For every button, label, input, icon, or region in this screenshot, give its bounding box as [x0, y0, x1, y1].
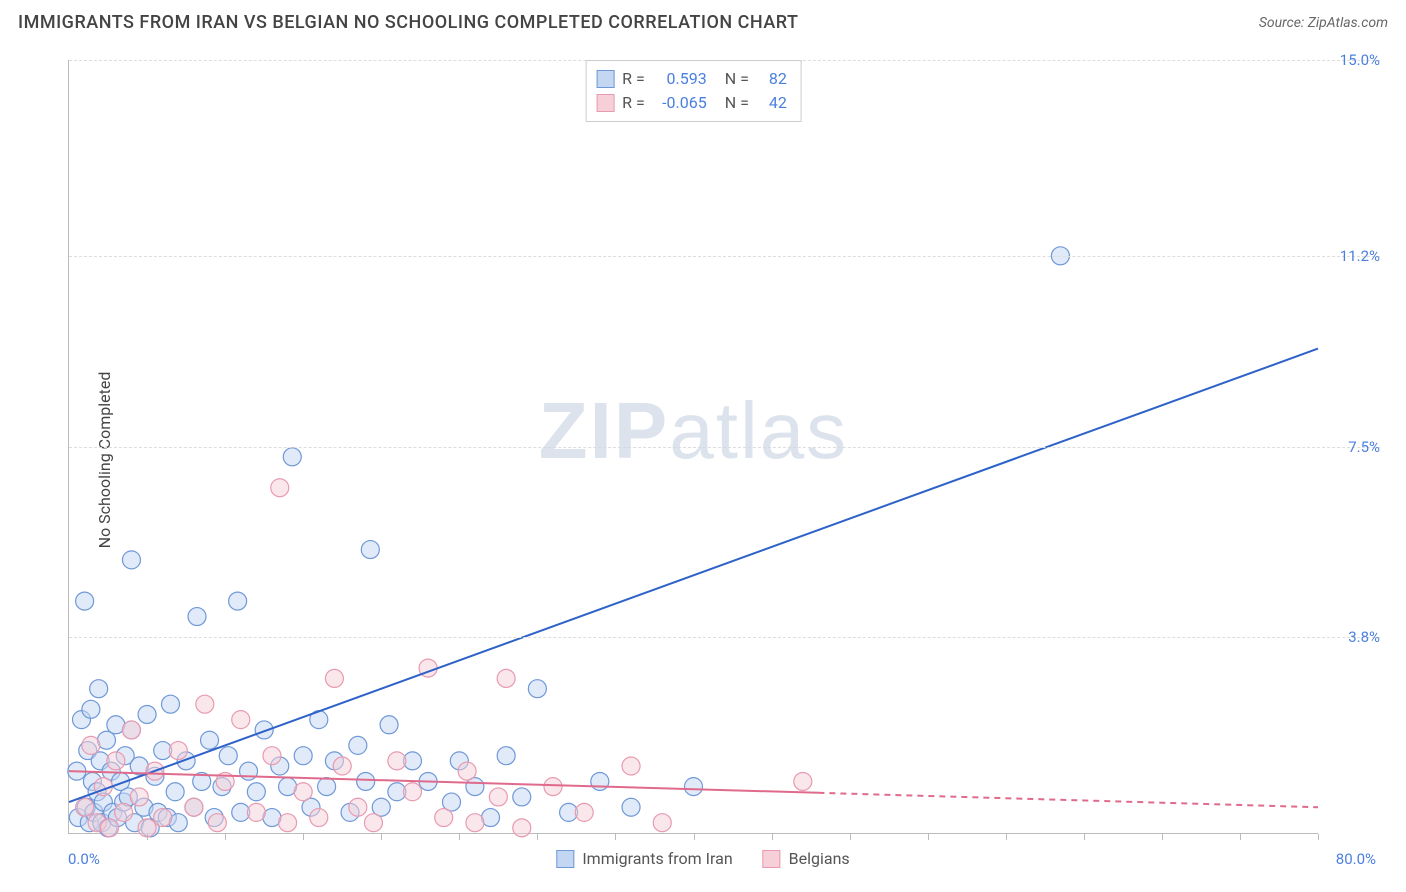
legend-swatch	[596, 94, 614, 112]
series-legend-item: Immigrants from Iran	[556, 849, 732, 868]
chart-header: IMMIGRANTS FROM IRAN VS BELGIAN NO SCHOO…	[0, 0, 1406, 41]
x-max-label: 80.0%	[1336, 850, 1376, 868]
source-name: ZipAtlas.com	[1308, 15, 1388, 31]
source-prefix: Source:	[1259, 15, 1308, 31]
grid-line	[69, 637, 1380, 638]
series-legend-item: Belgians	[763, 849, 850, 868]
trend-line-dashed	[818, 793, 1318, 807]
y-tick-label: 15.0%	[1324, 51, 1380, 69]
legend-swatch	[596, 70, 614, 88]
x-tick	[537, 834, 538, 840]
x-tick	[1006, 834, 1007, 840]
x-tick	[850, 834, 851, 840]
trend-line	[69, 771, 818, 793]
r-label: R =	[622, 91, 645, 115]
n-value: 82	[757, 67, 787, 91]
x-tick	[1084, 834, 1085, 840]
x-tick	[772, 834, 773, 840]
x-tick	[1240, 834, 1241, 840]
chart-area: No Schooling Completed ZIPatlas R =0.593…	[18, 46, 1388, 874]
grid-line	[69, 447, 1380, 448]
x-tick	[928, 834, 929, 840]
stat-legend-row: R = -0.065 N = 42	[596, 91, 787, 115]
source-label: Source: ZipAtlas.com	[1259, 15, 1388, 31]
x-min-label: 0.0%	[68, 850, 100, 868]
x-ticks	[69, 828, 1318, 834]
x-tick	[459, 834, 460, 840]
correlation-legend: R = 0.593 N = 82 R = -0.065 N = 42	[585, 60, 802, 122]
x-tick	[225, 834, 226, 840]
chart-title: IMMIGRANTS FROM IRAN VS BELGIAN NO SCHOO…	[18, 12, 798, 33]
x-tick	[615, 834, 616, 840]
grid-line	[69, 256, 1380, 257]
n-label: N =	[725, 91, 749, 115]
plot-region: ZIPatlas R =0.593N =82R =-0.065N =42 3.8…	[68, 60, 1318, 834]
x-tick	[694, 834, 695, 840]
n-value: 42	[757, 91, 787, 115]
y-tick-label: 11.2%	[1324, 247, 1380, 265]
y-tick-label: 7.5%	[1324, 438, 1380, 456]
legend-swatch	[763, 850, 781, 868]
trend-line	[69, 349, 1318, 802]
x-tick	[1318, 834, 1319, 840]
x-tick	[1162, 834, 1163, 840]
n-label: N =	[725, 67, 749, 91]
r-value: -0.065	[653, 91, 707, 115]
r-label: R =	[622, 67, 645, 91]
y-tick-label: 3.8%	[1324, 628, 1380, 646]
series-label: Immigrants from Iran	[582, 849, 732, 868]
series-legend: Immigrants from Iran Belgians	[556, 849, 849, 868]
x-tick	[303, 834, 304, 840]
legend-swatch	[556, 850, 574, 868]
series-label: Belgians	[789, 849, 850, 868]
x-tick	[147, 834, 148, 840]
r-value: 0.593	[653, 67, 707, 91]
x-tick	[381, 834, 382, 840]
stat-legend-row: R = 0.593 N = 82	[596, 67, 787, 91]
